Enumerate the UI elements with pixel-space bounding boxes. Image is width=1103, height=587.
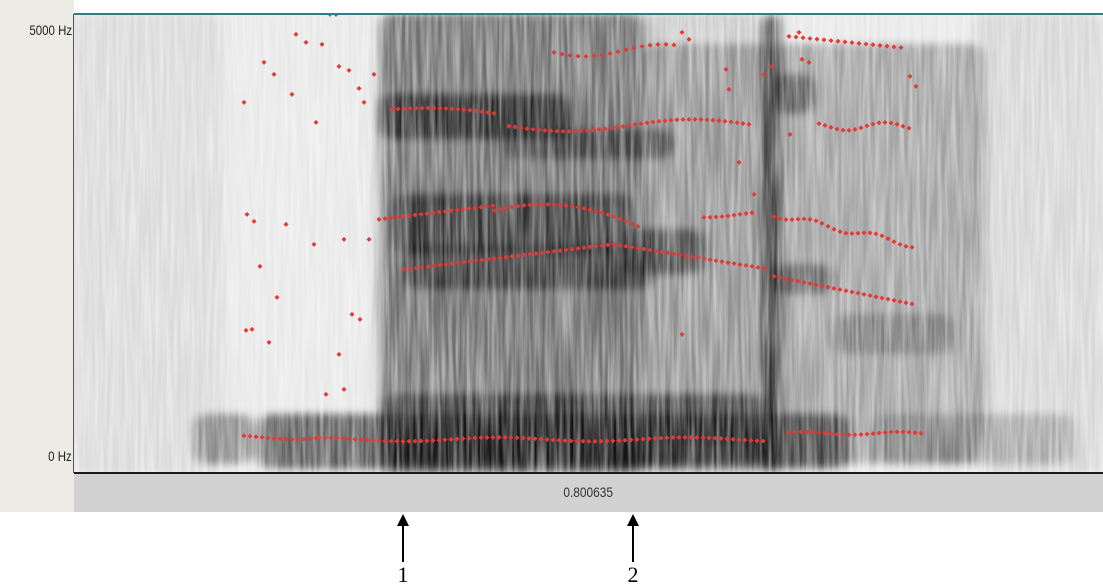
spectrogram-top-border	[74, 13, 1103, 15]
spectrogram-canvas[interactable]	[74, 14, 1103, 473]
up-arrow-icon	[397, 514, 409, 562]
up-arrow-icon	[627, 514, 639, 562]
frequency-max-label: 5000 Hz	[29, 22, 72, 38]
time-cursor-value: 0.800635	[563, 484, 614, 500]
frequency-axis-panel: 5000 Hz 0 Hz	[0, 0, 74, 512]
marker-1: 1	[393, 514, 413, 587]
spectrogram-bottom-border	[74, 472, 1103, 474]
marker-label: 1	[397, 562, 409, 587]
frequency-min-label: 0 Hz	[48, 448, 72, 464]
formant-tracks	[241, 14, 924, 444]
praat-spectrogram-window: 5000 Hz 0 Hz	[0, 0, 1103, 512]
spectrogram-left-border	[73, 14, 74, 473]
marker-label: 2	[627, 562, 639, 587]
spectrogram-image	[74, 14, 1103, 473]
marker-2: 2	[623, 514, 643, 587]
time-cursor-bar[interactable]: 0.800635	[74, 474, 1103, 512]
